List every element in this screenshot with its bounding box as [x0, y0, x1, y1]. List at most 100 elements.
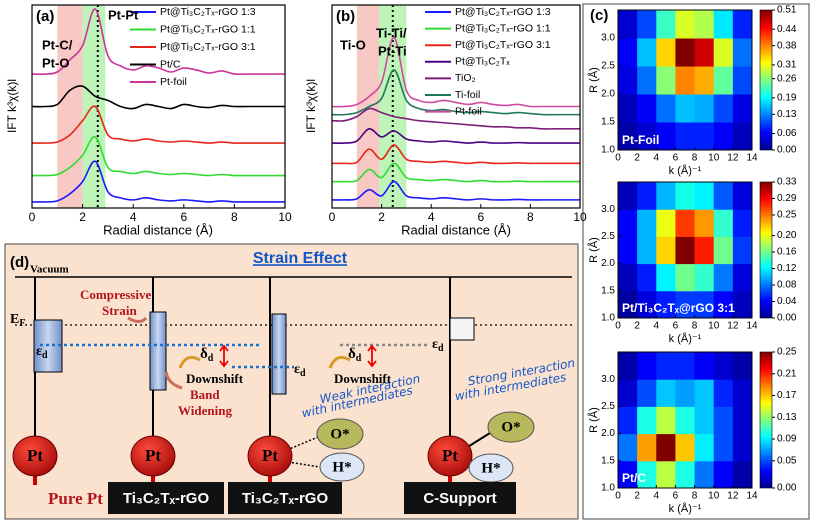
legend-label: Pt-foil — [160, 76, 187, 88]
legend-label: TiO₂ — [455, 72, 476, 84]
heat-cell — [732, 263, 753, 292]
heat-cell — [656, 66, 676, 95]
heat-cell — [694, 182, 715, 210]
heat-cell — [675, 263, 696, 292]
y-tick-label: 1.0 — [601, 483, 615, 494]
panel-c-frame — [582, 3, 810, 520]
support-label: Pure Pt — [48, 489, 103, 508]
heat-cell — [618, 182, 638, 210]
x-tick-label: 6 — [673, 321, 679, 332]
support-box — [228, 482, 342, 514]
pt-atom — [427, 435, 473, 477]
x-tick-label: 0 — [329, 210, 336, 224]
heat-cell — [713, 122, 734, 151]
heat-cell — [618, 290, 638, 319]
o-label: O* — [501, 419, 520, 435]
y-tick-label: 3.0 — [601, 374, 615, 385]
heat-cell — [694, 460, 715, 489]
heat-cell — [732, 10, 753, 39]
pt-atom — [130, 435, 176, 477]
heat-cell — [656, 352, 676, 380]
legend-label: Pt-foil — [455, 105, 482, 117]
heat-cell — [618, 94, 638, 123]
series-line — [31, 105, 285, 144]
heat-cell — [732, 406, 753, 435]
swoosh — [178, 355, 201, 369]
swoosh — [328, 355, 351, 369]
x-tick-label: 12 — [727, 153, 739, 164]
x-tick-label: 6 — [180, 210, 187, 224]
colorbar-label: 0.09 — [777, 434, 797, 445]
x-axis-label: k (Å)⁻¹ — [669, 502, 702, 515]
heat-cell — [694, 263, 715, 292]
x-tick-label: 2 — [79, 210, 86, 224]
heat-cell — [732, 38, 753, 67]
series-line — [31, 160, 285, 203]
colorbar-label: 0.12 — [777, 263, 797, 274]
heat-cell — [637, 236, 657, 265]
plot-frame — [331, 4, 581, 209]
heat-cell — [713, 10, 734, 39]
support-label: C-Support — [423, 490, 496, 507]
y-tick-label: 2.0 — [601, 89, 615, 100]
band — [149, 311, 167, 391]
heat-cell — [656, 94, 676, 123]
x-tick-label: 4 — [130, 210, 137, 224]
colorbar — [759, 181, 773, 319]
epsilon-label: εd — [432, 337, 444, 354]
y-tick-label: 2.5 — [601, 401, 615, 412]
h-label: H* — [481, 460, 500, 476]
heat-cell — [694, 66, 715, 95]
heat-cell — [637, 352, 657, 380]
x-tick-label: 10 — [708, 153, 720, 164]
heat-cell — [675, 38, 696, 67]
heat-cell — [694, 209, 715, 237]
heat-cell — [637, 379, 657, 407]
x-tick-label: 8 — [527, 210, 534, 224]
series-line — [31, 8, 285, 76]
annotation: Pt-O — [42, 55, 69, 70]
heat-cell — [713, 460, 734, 489]
heat-cell — [713, 94, 734, 123]
series-line — [31, 136, 285, 177]
annotation: Ti-Ti/ — [376, 25, 407, 40]
heat-cell — [637, 209, 657, 237]
heat-cell — [618, 352, 638, 380]
heat-cell — [713, 263, 734, 292]
colorbar-label: 0.08 — [777, 280, 797, 291]
heat-cell — [732, 236, 753, 265]
support-label: Ti₃C₂Tₓ-rGO — [242, 490, 329, 507]
eps-sub: d — [300, 368, 306, 379]
delta-main: δ — [200, 346, 208, 362]
y-tick-label: 1.0 — [601, 313, 615, 324]
x-axis-label: Radial distance (Å) — [401, 222, 511, 237]
legend-label: Ti-foil — [455, 89, 480, 101]
x-tick-label: 6 — [673, 153, 679, 164]
x-tick-label: 6 — [477, 210, 484, 224]
h-adsorbate — [319, 452, 365, 482]
pt-label: Pt — [145, 446, 161, 465]
heat-cell — [656, 38, 676, 67]
x-tick-label: 2 — [634, 321, 640, 332]
heat-cell — [694, 379, 715, 407]
heat-cell — [675, 406, 696, 435]
o-adsorbate — [316, 418, 364, 450]
delta-label: δd — [200, 346, 214, 364]
colorbar-label: 0.13 — [777, 412, 797, 423]
heat-cell — [656, 379, 676, 407]
colorbar-label: 0.25 — [777, 347, 797, 358]
legend-label: Pt@Ti₃C₂Tₓ-rGO 3:1 — [160, 41, 256, 53]
heat-cell — [675, 10, 696, 39]
colorbar-label: 0.38 — [777, 40, 797, 51]
colorbar-label: 0.33 — [777, 177, 797, 188]
delta-sub: d — [208, 353, 214, 364]
heat-cell — [732, 122, 753, 151]
heat-cell — [732, 379, 753, 407]
heat-cell — [675, 379, 696, 407]
heat-cell — [637, 406, 657, 435]
x-tick-label: 0 — [29, 210, 36, 224]
heat-cell — [656, 122, 676, 151]
map-label: Pt/C — [622, 471, 646, 485]
colorbar-label: 0.05 — [777, 455, 797, 466]
